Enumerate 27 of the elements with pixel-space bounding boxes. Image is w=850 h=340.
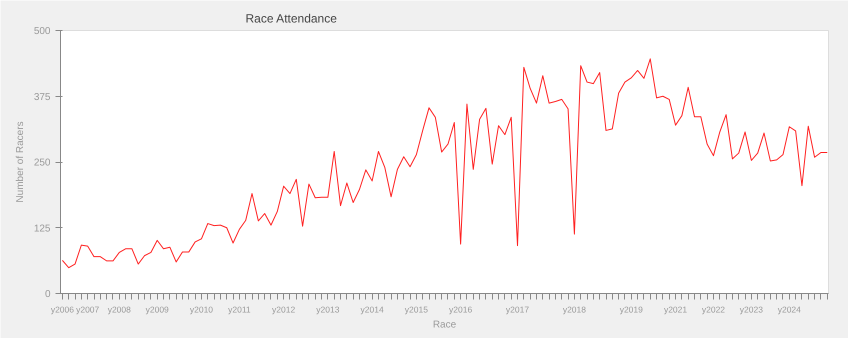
x-tick-label: y2014 bbox=[360, 304, 384, 314]
y-tick-label: 125 bbox=[34, 223, 51, 234]
x-tick-label: y2009 bbox=[146, 304, 170, 314]
chart-title: Race Attendance bbox=[246, 12, 338, 26]
x-tick-label: y2023 bbox=[740, 304, 764, 314]
x-tick-label: y2007 bbox=[76, 304, 100, 314]
x-tick-label: y2022 bbox=[702, 304, 726, 314]
y-tick-label: 375 bbox=[34, 92, 51, 103]
x-tick-label: y2012 bbox=[272, 304, 296, 314]
x-axis-title: Race bbox=[432, 320, 457, 330]
x-tick-label: y2016 bbox=[449, 304, 472, 314]
x-tick-label: y2013 bbox=[316, 304, 340, 314]
x-tick-label: y2008 bbox=[108, 304, 132, 314]
x-tick-label: y2010 bbox=[190, 304, 214, 314]
x-tick-label: y2019 bbox=[620, 304, 644, 314]
y-tick-label: 500 bbox=[34, 26, 51, 37]
y-axis-title: Number of Racers bbox=[14, 121, 26, 203]
x-tick-label: y2017 bbox=[506, 304, 530, 314]
y-tick-label: 0 bbox=[44, 289, 51, 300]
y-tick-label: 250 bbox=[34, 158, 51, 168]
x-tick-label: y2011 bbox=[228, 304, 251, 314]
x-tick-label: y2024 bbox=[778, 304, 802, 314]
x-tick-label: y2018 bbox=[562, 304, 586, 314]
x-tick-label: y2015 bbox=[404, 304, 428, 314]
x-tick-label: y2006 bbox=[50, 304, 74, 314]
x-tick-label: y2021 bbox=[664, 304, 688, 314]
line-series bbox=[62, 58, 828, 268]
